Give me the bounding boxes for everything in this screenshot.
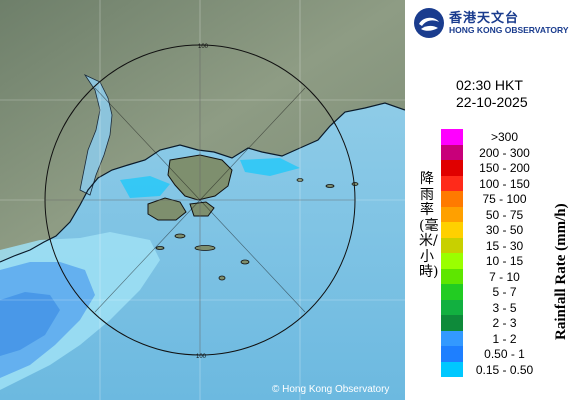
legend-row: 2 - 3 — [441, 315, 544, 331]
legend-label: 1 - 2 — [492, 331, 517, 346]
radar-map: 100 100 — [0, 0, 405, 400]
legend-swatch — [441, 330, 463, 346]
legend-swatch — [441, 206, 463, 222]
legend-row: 75 - 100 — [441, 191, 544, 207]
legend-swatch — [441, 237, 463, 253]
legend-label: 200 - 300 — [479, 145, 530, 160]
legend-row: 1 - 2 — [441, 330, 544, 346]
legend-swatch — [441, 284, 463, 300]
logo-english-name: HONG KONG OBSERVATORY — [449, 25, 569, 35]
legend-label: 30 - 50 — [485, 223, 524, 237]
legend-row: 0.15 - 0.50 — [441, 361, 544, 377]
legend-label: 75 - 100 — [482, 192, 527, 206]
legend-swatch — [441, 175, 463, 191]
ring-label-top: 100 — [198, 44, 209, 50]
rain-band-3 — [0, 292, 60, 356]
rain-cells — [120, 158, 300, 198]
legend-label: 7 - 10 — [489, 269, 520, 284]
legend-label: >300 — [490, 130, 519, 144]
legend-label: 5 - 7 — [492, 285, 517, 299]
legend-swatch — [441, 268, 463, 284]
legend-label: 0.50 - 1 — [484, 347, 525, 361]
legend-row: 200 - 300 — [441, 144, 544, 160]
legend-row: 10 - 15 — [441, 253, 544, 269]
legend-label: 100 - 150 — [479, 176, 530, 191]
legend-panel: 香港天文台 HONG KONG OBSERVATORY 02:30 HKT 22… — [405, 0, 577, 400]
legend-label: 0.15 - 0.50 — [475, 362, 534, 377]
legend-title-english: Rainfall Rate (mm/h) — [553, 203, 569, 340]
legend-row: 100 - 150 — [441, 175, 544, 191]
legend-row: 3 - 5 — [441, 299, 544, 315]
hko-logo-icon — [414, 8, 444, 38]
legend-row: 50 - 75 — [441, 206, 544, 222]
legend-label: 2 - 3 — [492, 316, 517, 330]
legend-row: 15 - 30 — [441, 237, 544, 253]
timestamp-date: 22-10-2025 — [456, 94, 528, 110]
legend-swatch — [441, 129, 463, 145]
legend-row: 0.50 - 1 — [441, 346, 544, 362]
radar-spokes — [45, 45, 355, 355]
legend-row: 150 - 200 — [441, 160, 544, 176]
legend-label: 3 - 5 — [492, 300, 517, 315]
legend-swatch — [441, 299, 463, 315]
legend-label: 10 - 15 — [485, 254, 524, 268]
legend-swatch — [441, 315, 463, 331]
ring-label-bottom: 100 — [196, 354, 207, 360]
coastline — [0, 102, 405, 263]
legend-swatch — [441, 144, 463, 160]
legend-label: 50 - 75 — [485, 207, 524, 222]
legend-row: 7 - 10 — [441, 268, 544, 284]
lantau-island — [147, 197, 187, 221]
legend-label: 150 - 200 — [479, 161, 530, 175]
legend-label: 15 - 30 — [485, 238, 524, 253]
legend-swatch — [441, 222, 463, 238]
legend-swatch — [441, 346, 463, 362]
legend-row: >300 — [441, 129, 544, 145]
mainland — [0, 0, 405, 262]
legend-swatch — [441, 191, 463, 207]
legend-swatch — [441, 160, 463, 176]
legend-row: 5 - 7 — [441, 284, 544, 300]
legend-title-chinese: 降雨率(毫米/小時) — [419, 171, 439, 280]
logo-chinese-name: 香港天文台 — [449, 11, 520, 26]
legend-swatch — [441, 253, 463, 269]
copyright-text: © Hong Kong Observatory — [272, 384, 390, 395]
rainfall-legend: >300 200 - 300 150 - 200 100 - 150 75 - 100 5… — [441, 129, 544, 377]
outlying-islands — [155, 178, 359, 281]
timestamp-time: 02:30 HKT — [456, 77, 523, 93]
legend-row: 30 - 50 — [441, 222, 544, 238]
legend-swatch — [441, 361, 463, 377]
